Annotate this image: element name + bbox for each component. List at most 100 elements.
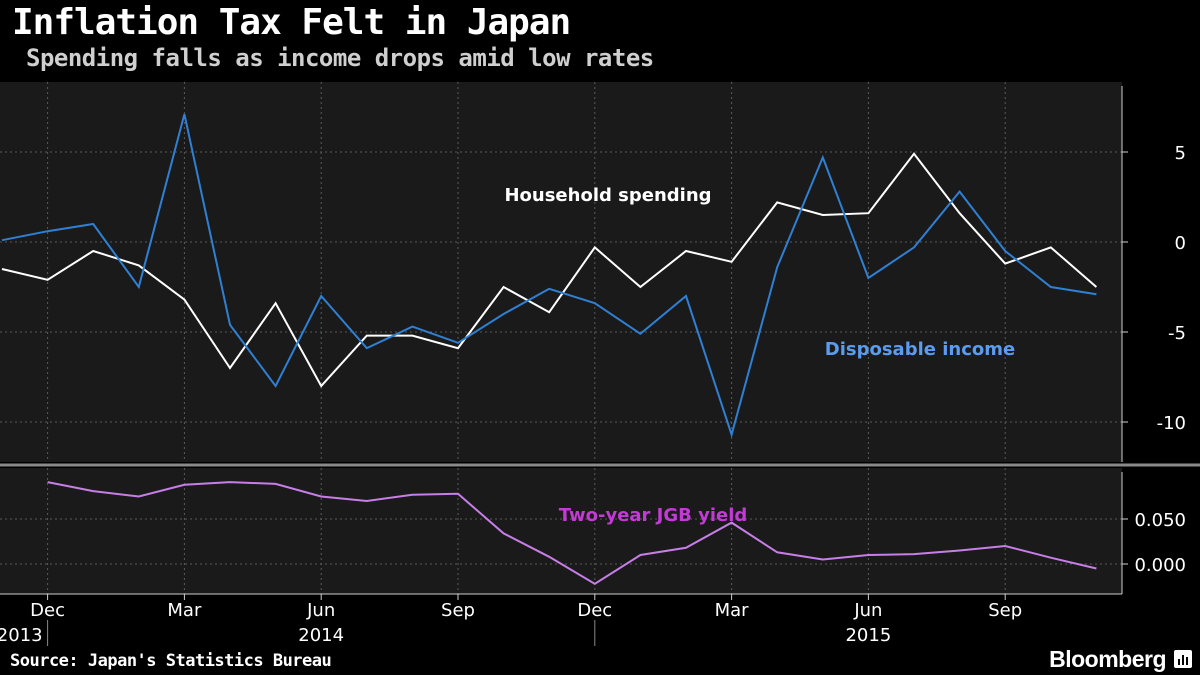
source-note: Source: Japan's Statistics Bureau bbox=[10, 651, 332, 671]
disposable-income-point bbox=[913, 246, 915, 248]
two-year-jgb-yield-point bbox=[639, 554, 641, 556]
two-year-jgb-yield-label: Two-year JGB yield bbox=[559, 505, 748, 526]
plot-area bbox=[0, 468, 1122, 594]
household-spending-point bbox=[183, 299, 185, 301]
household-spending-point bbox=[457, 347, 459, 349]
disposable-income-point bbox=[275, 385, 277, 387]
disposable-income-point bbox=[47, 230, 49, 232]
x-tick-label: Sep bbox=[988, 600, 1022, 621]
two-year-jgb-yield-point bbox=[1050, 557, 1052, 559]
y-tick-label: -5 bbox=[1168, 323, 1186, 344]
household-spending-point bbox=[731, 261, 733, 263]
x-year-label: 2014 bbox=[298, 625, 344, 646]
bloomberg-terminal-icon bbox=[1174, 650, 1192, 668]
disposable-income-point bbox=[776, 266, 778, 268]
household-spending-point bbox=[47, 279, 49, 281]
footer bbox=[0, 646, 1200, 675]
disposable-income-point bbox=[867, 277, 869, 279]
two-year-jgb-yield-point bbox=[913, 553, 915, 555]
household-spending-label: Household spending bbox=[504, 185, 711, 206]
plot-area bbox=[0, 82, 1122, 462]
x-tick-label: Dec bbox=[577, 600, 612, 621]
two-year-jgb-yield-point bbox=[548, 556, 550, 558]
household-spending-point bbox=[92, 250, 94, 252]
two-year-jgb-yield-point bbox=[183, 484, 185, 486]
x-year-label: 2013 bbox=[0, 625, 43, 646]
household-spending-point bbox=[1050, 246, 1052, 248]
household-spending-point bbox=[685, 250, 687, 252]
two-year-jgb-yield-point bbox=[959, 550, 961, 552]
disposable-income-point bbox=[594, 302, 596, 304]
y-tick-label: 0.000 bbox=[1134, 555, 1186, 576]
disposable-income-point bbox=[320, 295, 322, 297]
x-tick-label: Mar bbox=[167, 600, 202, 621]
household-spending-point bbox=[275, 302, 277, 304]
disposable-income-point bbox=[959, 191, 961, 193]
disposable-income-point bbox=[411, 326, 413, 328]
household-spending-point bbox=[959, 212, 961, 214]
household-spending-point bbox=[594, 246, 596, 248]
household-spending-point bbox=[366, 335, 368, 337]
x-tick-label: Jun bbox=[306, 600, 335, 621]
disposable-income-point bbox=[138, 286, 140, 288]
disposable-income-point bbox=[1095, 293, 1097, 295]
disposable-income-point bbox=[1, 239, 3, 241]
x-axis: Dec Mar Jun Sep Dec Mar Jun Sep 2013 2014 2015 bbox=[0, 463, 1200, 646]
bottom-panel: 0.050 0.000 Two-year JGB yield bbox=[0, 468, 1186, 594]
household-spending-point bbox=[411, 335, 413, 337]
household-spending-point bbox=[822, 214, 824, 216]
two-year-jgb-yield-point bbox=[92, 490, 94, 492]
x-tick-label: Dec bbox=[30, 600, 65, 621]
two-year-jgb-yield-line bbox=[47, 481, 1097, 585]
two-year-jgb-yield-point bbox=[457, 493, 459, 495]
household-spending-point bbox=[548, 311, 550, 313]
disposable-income-point bbox=[503, 313, 505, 315]
household-spending-line bbox=[1, 152, 1098, 388]
disposable-income-point bbox=[366, 347, 368, 349]
x-tick-label: Sep bbox=[441, 600, 475, 621]
two-year-jgb-yield-point bbox=[411, 494, 413, 496]
disposable-income-label: Disposable income bbox=[825, 339, 1015, 360]
y-tick-label: 0.050 bbox=[1134, 510, 1186, 531]
household-spending-point bbox=[913, 153, 915, 155]
two-year-jgb-yield-point bbox=[1095, 568, 1097, 570]
x-year-label: 2015 bbox=[845, 625, 891, 646]
top-panel: 5 0 -5 -10 Household spending Disposable inco… bbox=[0, 82, 1186, 462]
chart-title: Inflation Tax Felt in Japan bbox=[12, 2, 571, 43]
x-tick-label: Mar bbox=[715, 600, 750, 621]
x-tick-label: Jun bbox=[853, 600, 882, 621]
household-spending-point bbox=[503, 286, 505, 288]
household-spending-point bbox=[229, 367, 231, 369]
two-year-jgb-yield-point bbox=[320, 496, 322, 498]
brand-logo: Bloomberg bbox=[1049, 646, 1166, 672]
disposable-income-point bbox=[1004, 250, 1006, 252]
two-year-jgb-yield-point bbox=[594, 583, 596, 585]
disposable-income-point bbox=[229, 324, 231, 326]
two-year-jgb-yield-point bbox=[685, 547, 687, 549]
two-year-jgb-yield-point bbox=[822, 559, 824, 561]
y-tick-label: 5 bbox=[1175, 143, 1186, 164]
household-spending-point bbox=[1004, 263, 1006, 265]
household-spending-point bbox=[138, 264, 140, 266]
household-spending-point bbox=[320, 385, 322, 387]
disposable-income-point bbox=[457, 342, 459, 344]
household-spending-point bbox=[867, 212, 869, 214]
y-tick-label: 0 bbox=[1175, 233, 1186, 254]
two-year-jgb-yield-point bbox=[503, 532, 505, 534]
two-year-jgb-yield-point bbox=[138, 496, 140, 498]
disposable-income-point bbox=[822, 156, 824, 158]
disposable-income-point bbox=[685, 295, 687, 297]
disposable-income-point bbox=[639, 333, 641, 335]
disposable-income-point bbox=[183, 113, 185, 115]
two-year-jgb-yield-point bbox=[1004, 545, 1006, 547]
two-year-jgb-yield-point bbox=[867, 554, 869, 556]
chart-subtitle: Spending falls as income drops amid low … bbox=[26, 44, 654, 72]
disposable-income-point bbox=[1050, 286, 1052, 288]
household-spending-point bbox=[776, 201, 778, 203]
household-spending-point bbox=[639, 286, 641, 288]
two-year-jgb-yield-point bbox=[47, 481, 49, 483]
two-year-jgb-yield-point bbox=[776, 551, 778, 553]
y-tick-label: -10 bbox=[1157, 413, 1186, 434]
disposable-income-line bbox=[1, 113, 1097, 439]
